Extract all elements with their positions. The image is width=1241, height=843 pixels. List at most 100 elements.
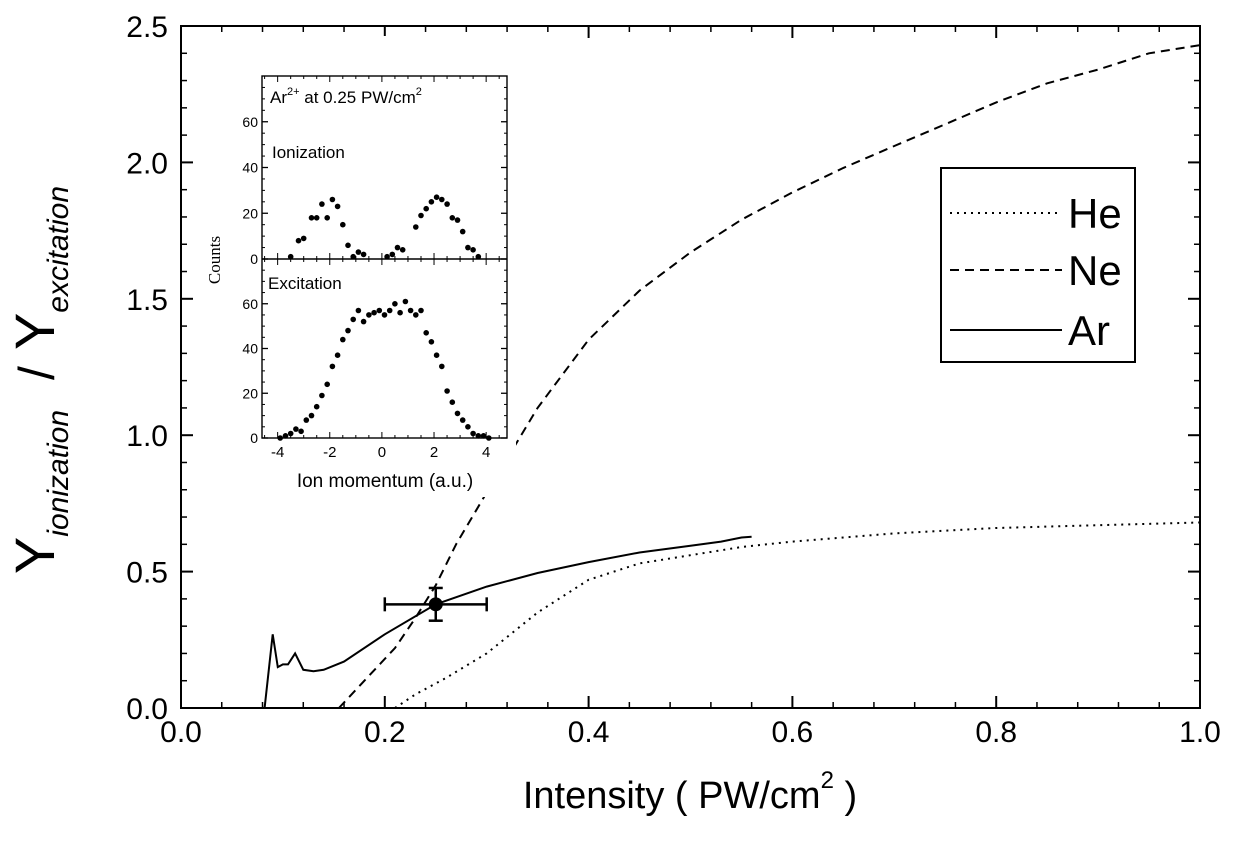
inset-point-excitation [366, 312, 372, 318]
inset-x-tick-label: -2 [323, 444, 336, 461]
inset-point-excitation [329, 363, 336, 370]
inset-points [277, 194, 492, 441]
legend-label-he: He [1068, 190, 1122, 237]
inset-point-excitation [376, 307, 383, 314]
series-line-ar [263, 535, 752, 709]
y-axis-label: Yionization/Yexcitation [3, 186, 75, 574]
inset-y-tick-label: 20 [242, 385, 258, 401]
inset-point-ionization [423, 205, 430, 212]
inset-y-tick-label: 60 [242, 296, 258, 312]
inset-point-ionization [334, 203, 341, 210]
inset-y-tick-label: 40 [242, 341, 258, 357]
inset-point-ionization [319, 201, 325, 207]
inset-point-excitation [486, 435, 492, 441]
inset-x-axis-label: Ion momentum (a.u.) [297, 471, 473, 492]
inset-point-excitation [392, 301, 398, 307]
inset-point-ionization [449, 215, 456, 221]
y-tick-label: 0.5 [126, 557, 168, 590]
inset-point-excitation [334, 352, 341, 359]
y-tick-label: 2.5 [126, 11, 168, 44]
inset-point-excitation [371, 309, 377, 316]
inset-point-excitation [303, 417, 310, 423]
inset-point-ionization [413, 224, 419, 230]
inset-point-excitation [433, 352, 440, 359]
legend-label-ne: Ne [1068, 247, 1122, 294]
inset-x-tick-label: 2 [430, 444, 438, 461]
inset-point-ionization [345, 242, 351, 249]
inset-ticks: 0 20 40 60 0 20 40 60 -4 -2 0 2 4 [242, 76, 507, 461]
y-label-slash: / [9, 366, 65, 380]
inset-x-tick-label: 4 [482, 444, 490, 461]
inset-point-excitation [381, 312, 388, 318]
inset-panel-label-excitation: Excitation [268, 274, 342, 293]
inset-point-excitation [418, 307, 424, 314]
inset-point-excitation [308, 412, 315, 419]
inset-point-ionization [360, 251, 367, 258]
x-tick-label: 0.8 [975, 716, 1017, 749]
inset-point-ionization [439, 196, 445, 203]
inset-point-excitation [428, 339, 435, 345]
inset-point-ionization [454, 217, 461, 223]
inset-point-excitation [287, 430, 294, 437]
inset-point-excitation [397, 309, 403, 316]
inset-point-excitation [277, 435, 284, 441]
inset-y-tick-label: 60 [242, 114, 258, 130]
inset-plot: 0 20 40 60 0 20 40 60 -4 -2 0 2 4 Ar2+ at 0.25 PW/cm… [205, 36, 516, 497]
inset-point-ionization [475, 253, 482, 260]
inset-point-ionization [340, 221, 346, 228]
inset-point-ionization [394, 244, 401, 251]
inset-point-excitation [313, 403, 320, 410]
inset-point-ionization [428, 199, 435, 205]
inset-point-ionization [313, 215, 320, 221]
main-errorbar [383, 586, 488, 622]
inset-point-ionization [470, 247, 476, 253]
x-tick-label: 0.0 [160, 716, 202, 749]
inset-point-excitation [413, 312, 419, 318]
x-tick-label: 1.0 [1179, 716, 1221, 749]
inset-point-ionization [459, 228, 466, 235]
inset-point-excitation [439, 363, 445, 370]
y-tick-label: 1.0 [126, 420, 168, 453]
inset-point-ionization [384, 253, 390, 260]
main-plot: 0.0 0.2 0.4 0.6 0.8 1.0 0.0 0.5 1.0 1.5 2.0 2.5 Int… [3, 11, 1221, 817]
y-tick-label: 1.5 [126, 284, 168, 317]
main-series [263, 44, 1201, 709]
inset-point-ionization [295, 237, 302, 244]
inset-x-tick-label: -4 [271, 444, 284, 461]
inset-point-excitation [459, 417, 466, 423]
inset-point-excitation [465, 424, 471, 430]
inset-point-ionization [465, 244, 471, 251]
inset-point-excitation [454, 410, 461, 417]
inset-y-tick-label: 0 [250, 251, 258, 267]
inset-y-tick-label: 20 [242, 205, 258, 221]
x-tick-label: 0.4 [568, 716, 610, 749]
x-tick-label: 0.2 [364, 716, 406, 749]
inset-y-tick-label: 40 [242, 160, 258, 176]
x-axis-label: Intensity ( PW/cm2 ) [523, 767, 857, 817]
y-tick-label: 0.0 [126, 693, 168, 726]
legend-label-ar: Ar [1068, 307, 1110, 354]
inset-point-ionization [324, 215, 331, 221]
inset-point-excitation [402, 298, 409, 305]
inset-point-ionization [444, 201, 450, 207]
inset-point-excitation [319, 392, 325, 399]
inset-panel-label-ionization: Ionization [272, 143, 345, 162]
inset-point-excitation [360, 318, 367, 325]
inset-x-tick-label: 0 [378, 444, 386, 461]
inset-point-excitation [282, 433, 289, 439]
inset-point-excitation [324, 381, 331, 388]
inset-point-ionization [308, 215, 315, 221]
inset-point-excitation [470, 430, 476, 437]
inset-point-excitation [423, 330, 430, 336]
x-tick-label: 0.6 [772, 716, 814, 749]
inset-point-excitation [355, 307, 362, 314]
inset-annotation: Ar2+ at 0.25 PW/cm2 [270, 86, 422, 107]
inset-point-excitation [449, 399, 456, 406]
legend: He Ne Ar [940, 167, 1136, 363]
inset-point-excitation [298, 428, 304, 435]
inset-frame [261, 75, 508, 439]
inset-point-excitation [340, 336, 346, 343]
inset-point-excitation [480, 433, 487, 439]
inset-point-excitation [407, 307, 414, 314]
